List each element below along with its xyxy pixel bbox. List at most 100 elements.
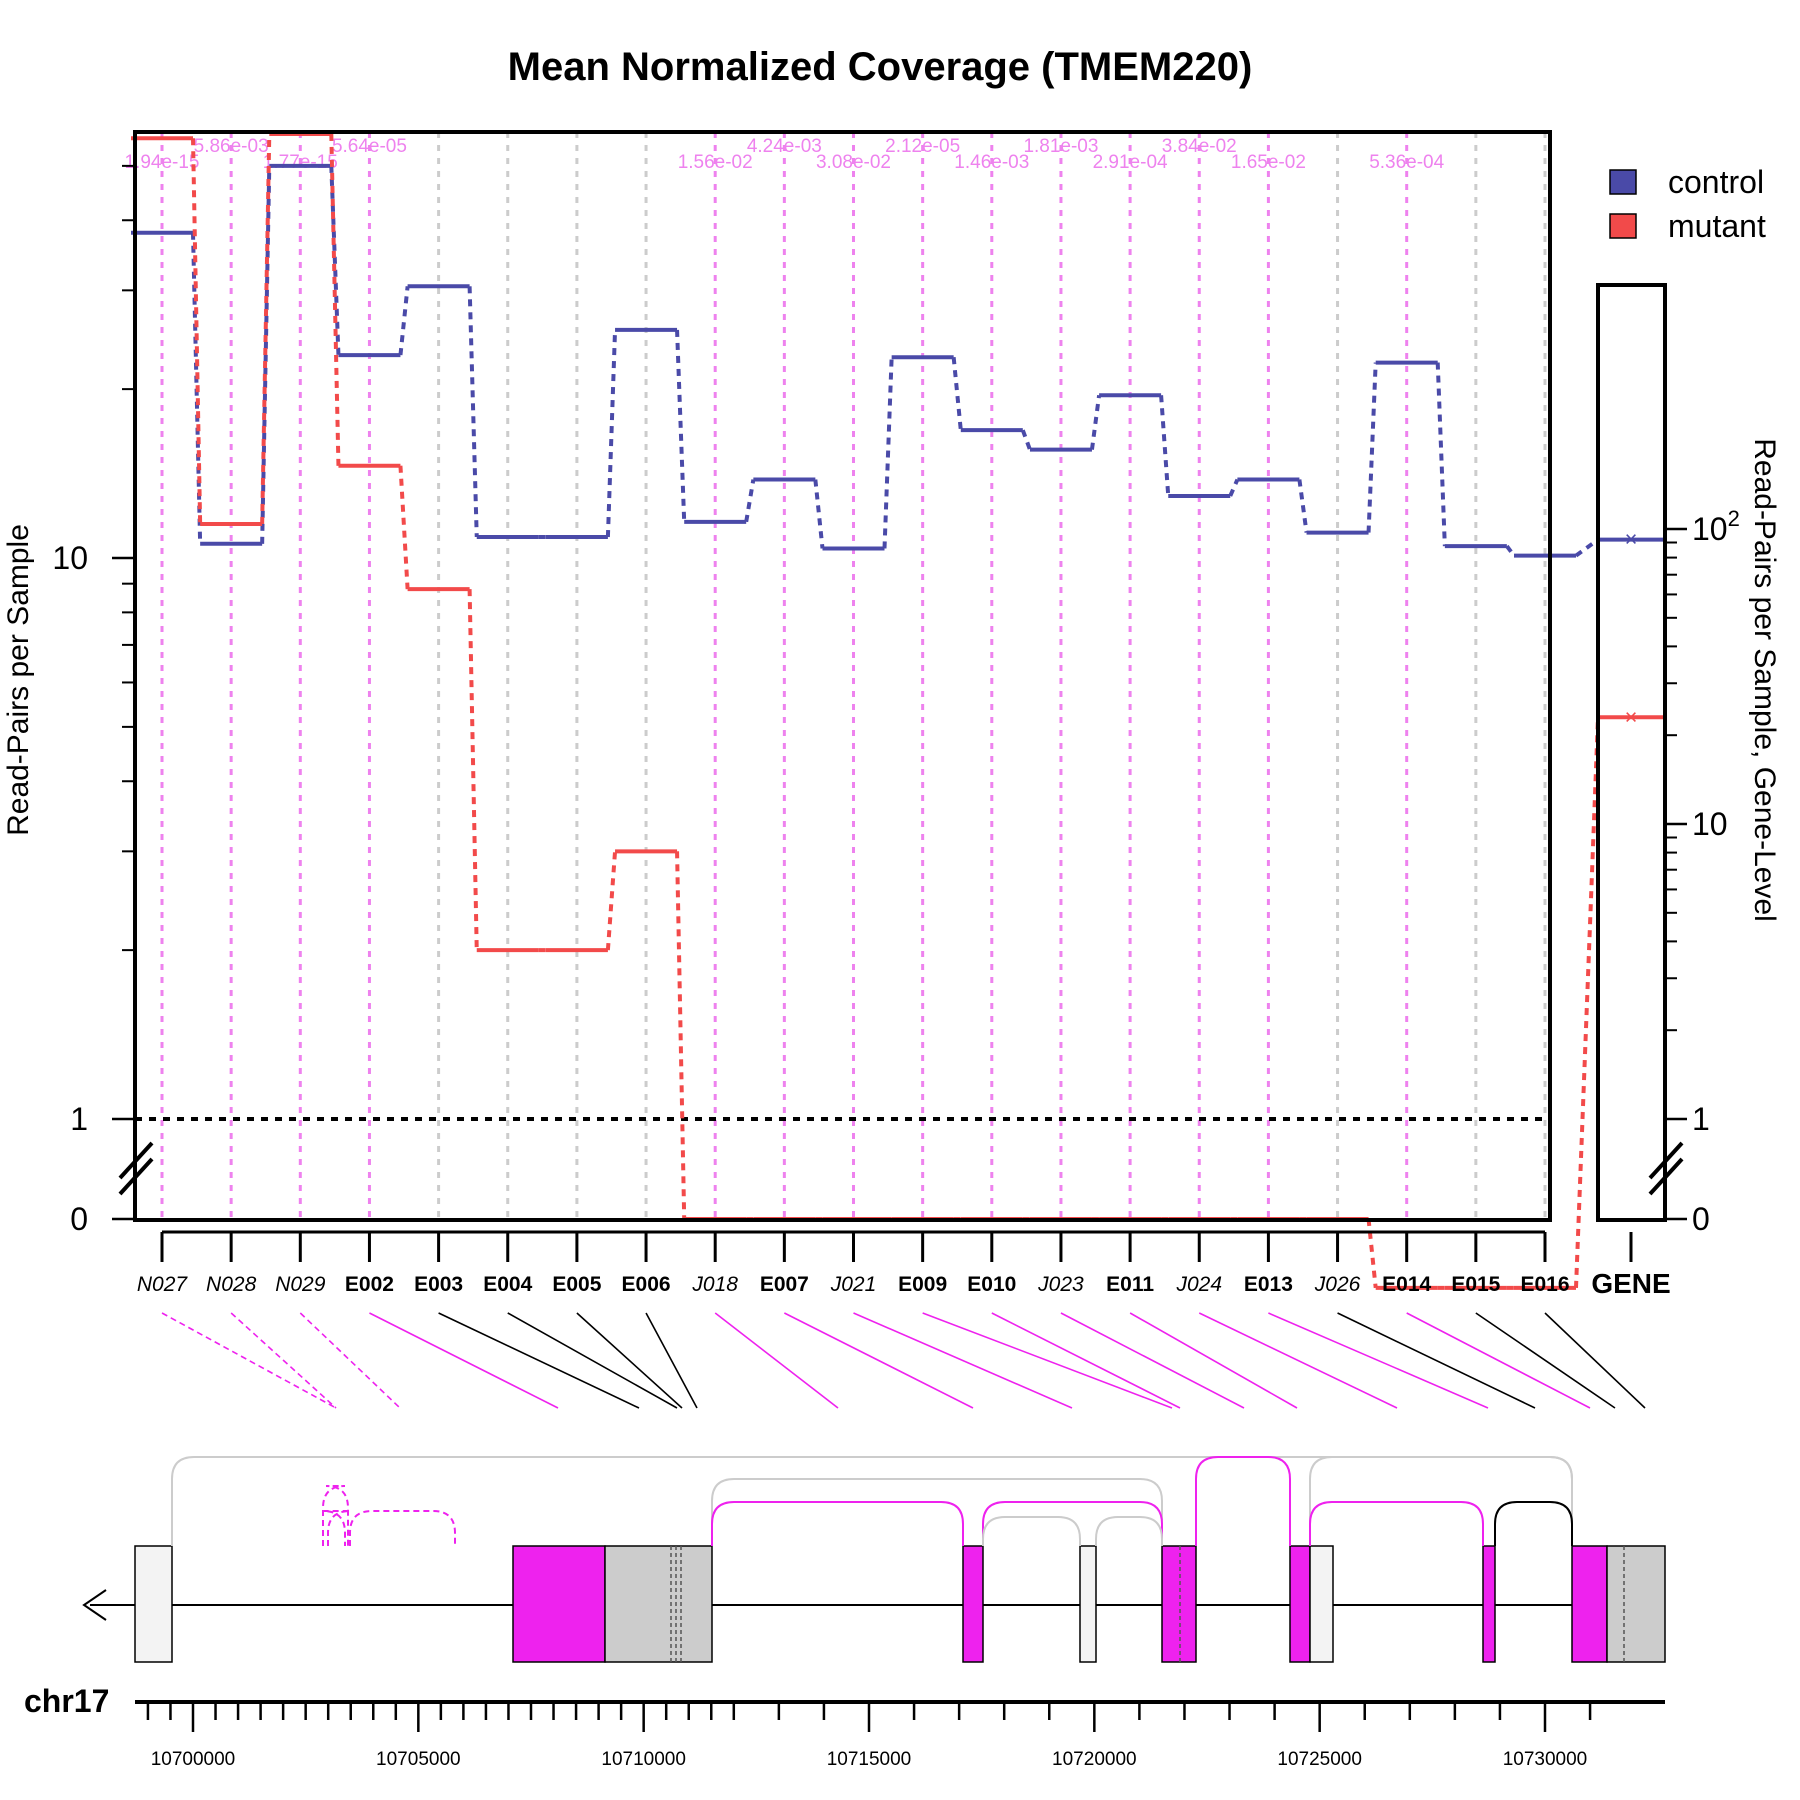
pvalue-label: 4.24e-03 — [747, 136, 822, 157]
gene-y-tick-label: 0 — [1692, 1201, 1710, 1237]
legend: control mutant — [1609, 164, 1766, 244]
chromosome-label: chr17 — [24, 1683, 109, 1719]
feature-label: E007 — [760, 1273, 809, 1296]
exon-box — [1309, 1545, 1334, 1663]
chart-title: Mean Normalized Coverage (TMEM220) — [508, 45, 1253, 89]
legend-swatch-mutant — [1609, 213, 1637, 239]
pvalue-label: 1.65e-02 — [1231, 152, 1306, 173]
feature-connector — [507, 1312, 678, 1409]
feature-connector — [1129, 1312, 1298, 1409]
coverage-connector — [1366, 362, 1378, 533]
coverage-connector — [605, 329, 618, 538]
feature-label: E003 — [414, 1273, 463, 1296]
pvalue-label: 5.86e-03 — [194, 136, 269, 157]
coverage-connector — [882, 357, 894, 549]
y-axis-label: Read-Pairs per Sample — [2, 524, 35, 836]
coverage-connector — [605, 851, 618, 951]
feature-label: E014 — [1382, 1273, 1431, 1296]
y-tick-label: 0 — [70, 1201, 88, 1237]
novel-junction-arc — [322, 1485, 349, 1546]
novel-junction-arc — [349, 1510, 456, 1546]
gene-y-tick-label: 1 — [1692, 1101, 1710, 1137]
coverage-connector — [191, 138, 203, 524]
genomic-tick-label: 10715000 — [827, 1749, 912, 1770]
main-plot-frame — [133, 130, 1552, 1222]
plot-layer: 1.94e-155.86e-031.77e-155.64e-05 1.56e-02… — [52, 130, 1740, 1299]
feature-connector — [576, 1312, 683, 1409]
coverage-connector — [467, 589, 479, 951]
feature-connector — [783, 1312, 974, 1409]
feature-label: J026 — [1314, 1273, 1361, 1296]
junction-arc — [711, 1478, 1163, 1546]
exon-box — [1079, 1545, 1097, 1663]
gene-panel-frame — [1596, 283, 1667, 1222]
feature-connector — [161, 1312, 337, 1409]
feature-label: E016 — [1520, 1273, 1569, 1296]
feature-connector — [853, 1312, 1073, 1409]
gene-connector — [1574, 717, 1600, 1288]
feature-connector — [1198, 1312, 1398, 1409]
feature-connector — [1268, 1312, 1489, 1409]
feature-label: J024 — [1175, 1273, 1222, 1296]
junction-arc — [1494, 1501, 1573, 1546]
gene-connector — [1574, 538, 1600, 558]
gene-y-tick-exponent: 2 — [1728, 506, 1740, 531]
coverage-connector — [1435, 362, 1447, 547]
legend-label-control: control — [1668, 164, 1764, 200]
feature-connector — [438, 1312, 640, 1409]
feature-label: E005 — [552, 1273, 601, 1296]
feature-label: E010 — [967, 1273, 1016, 1296]
feature-label: E009 — [898, 1273, 947, 1296]
exon-box — [1571, 1545, 1608, 1663]
junction-arc — [1095, 1516, 1163, 1546]
genomic-tick-label: 10725000 — [1277, 1749, 1362, 1770]
series-mutant: × — [131, 131, 1665, 1290]
feature-label: E004 — [483, 1273, 532, 1296]
pvalue-label: 2.12e-05 — [885, 136, 960, 157]
y-tick-label: 1 — [70, 1101, 88, 1137]
coverage-connector — [398, 286, 410, 356]
coverage-connector — [1020, 429, 1032, 451]
gene-y-tick-label: 10 — [1692, 806, 1728, 842]
pvalue-label: 5.36e-04 — [1369, 152, 1444, 173]
junction-arc — [1309, 1501, 1484, 1546]
exon-box — [512, 1545, 606, 1663]
coverage-connector — [329, 133, 341, 466]
axis-break-mark — [118, 1141, 154, 1180]
feature-connector — [645, 1312, 698, 1409]
feature-label: N027 — [137, 1273, 189, 1296]
feature-connector — [1544, 1312, 1646, 1409]
axis-break-mark — [1648, 1141, 1684, 1180]
junction-arc — [982, 1501, 1163, 1546]
feature-connector — [1060, 1312, 1245, 1409]
feature-label: E011 — [1106, 1273, 1154, 1296]
series-control: × — [131, 163, 1665, 558]
feature-connector — [714, 1312, 839, 1409]
pvalue-label: 2.91e-04 — [1093, 152, 1168, 173]
junction-arc — [1309, 1456, 1573, 1546]
exon-box — [134, 1545, 173, 1663]
feature-label: J018 — [691, 1273, 738, 1296]
coverage-connector — [1159, 395, 1171, 497]
feature-connector — [1337, 1312, 1536, 1409]
coverage-connector — [1505, 544, 1516, 557]
coverage-connector — [398, 465, 410, 590]
pvalue-label: 1.46e-03 — [954, 152, 1029, 173]
exon-box — [1606, 1545, 1666, 1663]
pvalue-label: 1.81e-03 — [1023, 136, 1098, 157]
legend-swatch-control — [1609, 169, 1637, 195]
pvalue-label: 3.84e-02 — [1162, 136, 1237, 157]
coverage-connector — [1366, 1218, 1378, 1289]
genomic-tick-label: 10700000 — [151, 1749, 236, 1770]
annotation-layer: 10700000 10705000 10710000 10715000 10720000… — [82, 1312, 1666, 1770]
coverage-connector — [951, 357, 963, 431]
feature-connector — [230, 1312, 337, 1409]
junction-arc — [982, 1516, 1081, 1546]
feature-connector — [1406, 1312, 1591, 1409]
pvalue-label: 3.08e-02 — [816, 152, 891, 173]
feature-connector — [369, 1312, 559, 1409]
genomic-tick-label: 10730000 — [1503, 1749, 1588, 1770]
gene-y-axis-label: Read-Pairs per Sample, Gene-Level — [1748, 438, 1781, 922]
strand-arrow-icon — [82, 1589, 107, 1621]
